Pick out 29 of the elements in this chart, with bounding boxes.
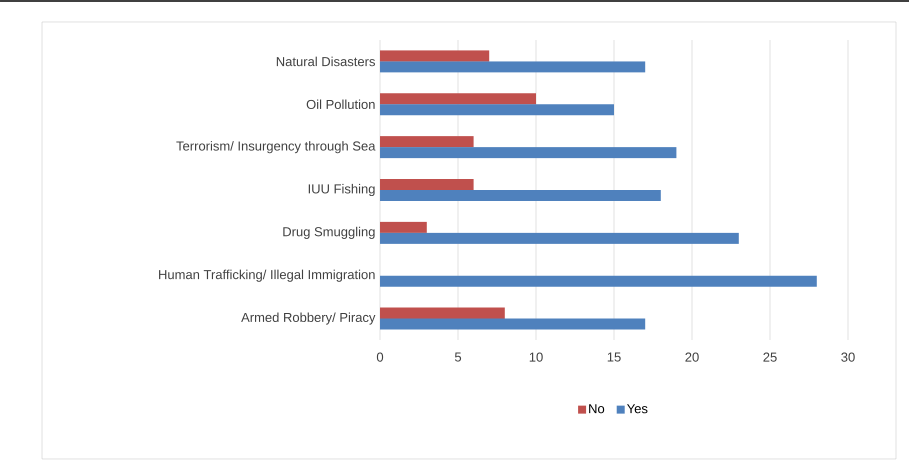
bar xyxy=(380,136,474,148)
x-tick-label: 5 xyxy=(454,352,462,362)
y-tick-label: Natural Disasters xyxy=(276,56,375,66)
y-tick-label: IUU Fishing xyxy=(308,184,375,196)
bar xyxy=(380,104,614,116)
bar xyxy=(380,190,661,201)
bar xyxy=(380,178,474,190)
x-tick-label: 15 xyxy=(608,352,621,362)
x-tick-label: 30 xyxy=(841,352,855,362)
x-tick-label: 20 xyxy=(685,352,699,362)
x-tick-label: 25 xyxy=(763,352,777,362)
bar xyxy=(380,318,646,330)
bar xyxy=(380,276,817,287)
legend-label: Yes xyxy=(626,404,648,414)
bar xyxy=(380,222,427,233)
bar xyxy=(380,50,490,62)
y-tick-label: Terrorism/ Insurgency through Sea xyxy=(176,141,376,154)
bar xyxy=(380,61,646,72)
y-tick-label: Human Trafficking/ Illegal Immigration xyxy=(159,270,375,282)
y-tick-label: Armed Robbery/ Piracy xyxy=(241,312,376,325)
bar xyxy=(380,93,536,104)
y-tick-label: Oil Pollution xyxy=(306,100,375,110)
bar xyxy=(380,147,676,158)
legend-label: No xyxy=(589,404,604,414)
y-tick-label: Drug Smuggling xyxy=(283,226,375,239)
x-tick-label: 0 xyxy=(376,352,384,362)
x-tick-label: 10 xyxy=(530,352,543,362)
bar xyxy=(380,232,739,244)
bar xyxy=(380,308,505,319)
